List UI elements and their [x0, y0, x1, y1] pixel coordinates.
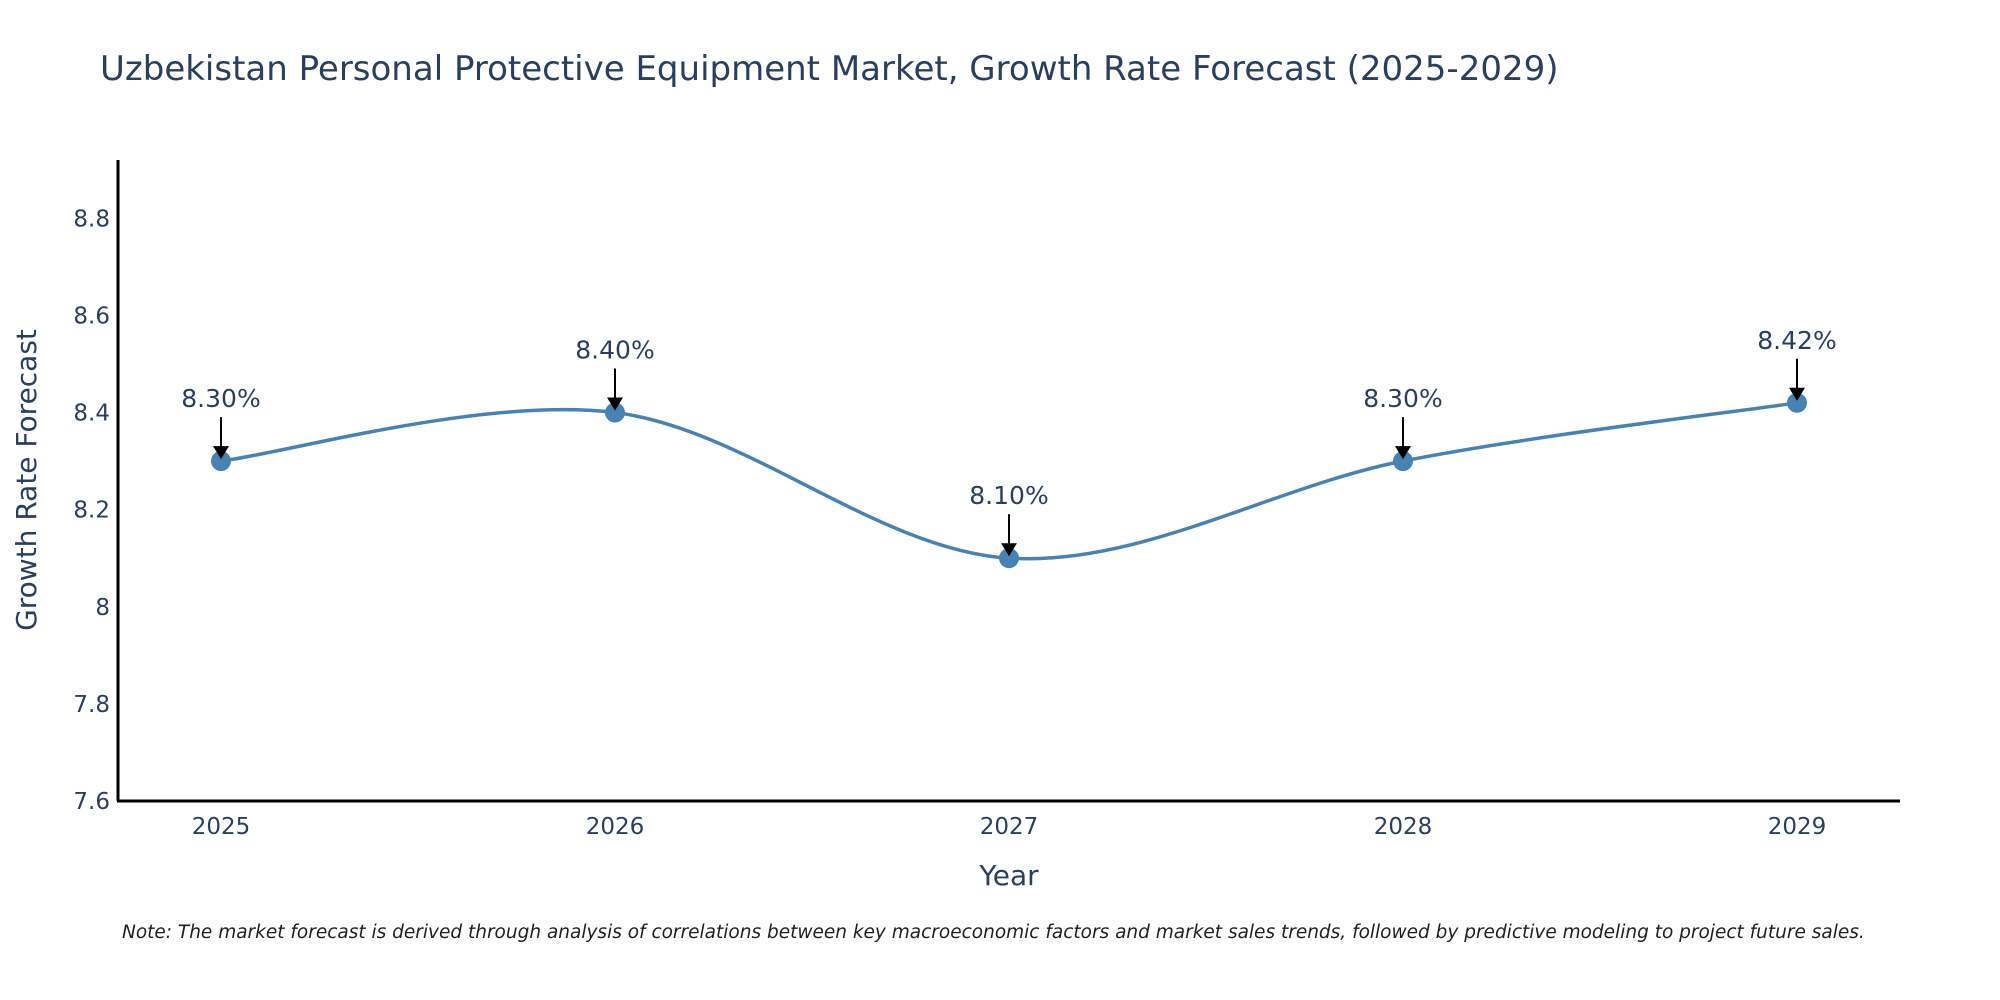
data-point — [211, 451, 231, 472]
data-point — [999, 548, 1019, 569]
y-tick-label: 8.8 — [73, 206, 110, 232]
annotation-arrow-head — [607, 397, 623, 411]
annotation-arrow-head — [1789, 387, 1805, 401]
data-label: 8.10% — [969, 481, 1048, 510]
x-tick-label: 2026 — [586, 814, 645, 840]
y-tick-label: 8.6 — [73, 303, 110, 329]
annotation-arrow-head — [213, 446, 229, 460]
y-axis-ticks: 7.6 7.8 8 8.2 8.4 8.6 8.8 — [73, 206, 110, 815]
y-tick-label: 7.6 — [73, 789, 110, 815]
data-point — [1393, 451, 1413, 472]
x-tick-label: 2028 — [1374, 814, 1433, 840]
data-points — [211, 392, 1807, 569]
x-tick-label: 2025 — [192, 814, 251, 840]
y-tick-label: 8.4 — [73, 401, 110, 427]
data-label: 8.42% — [1757, 326, 1836, 355]
chart-title: Uzbekistan Personal Protective Equipment… — [100, 49, 1558, 89]
y-tick-label: 8 — [95, 595, 110, 621]
chart-note: Note: The market forecast is derived thr… — [122, 922, 1865, 943]
y-axis-title: Growth Rate Forecast — [10, 329, 43, 631]
data-label: 8.30% — [1363, 384, 1442, 413]
data-point — [605, 402, 625, 423]
data-label: 8.40% — [575, 336, 654, 365]
y-tick-label: 8.2 — [73, 498, 110, 524]
annotation-arrow-head — [1395, 446, 1411, 460]
data-label: 8.30% — [181, 384, 260, 413]
data-annotations: 8.30% 8.40% 8.10% 8.30% 8.42% — [181, 326, 1837, 557]
x-axis-title: Year — [978, 859, 1039, 892]
x-tick-label: 2029 — [1768, 814, 1827, 840]
data-point — [1787, 392, 1807, 413]
y-tick-label: 7.8 — [73, 692, 110, 718]
annotation-arrow-head — [1001, 543, 1017, 557]
x-tick-label: 2027 — [980, 814, 1039, 840]
x-axis-ticks: 2025 2026 2027 2028 2029 — [192, 814, 1827, 840]
